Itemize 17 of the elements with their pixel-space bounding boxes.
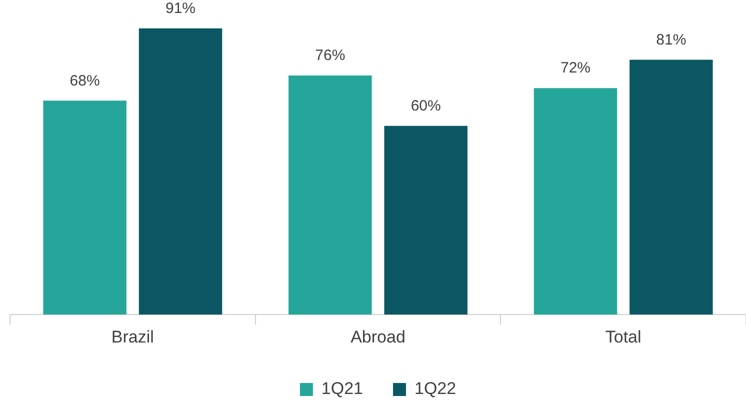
x-tick-label: Abroad — [350, 327, 406, 346]
x-tick-label: Brazil — [111, 327, 154, 346]
bar — [138, 28, 222, 315]
x-tick-label: Total — [605, 327, 642, 346]
data-label: 91% — [165, 0, 196, 17]
legend-label: 1Q22 — [414, 379, 456, 398]
data-label: 68% — [70, 72, 100, 90]
data-label: 60% — [410, 97, 441, 114]
bar — [630, 60, 713, 315]
bar — [384, 126, 468, 315]
bar — [43, 100, 126, 315]
bar — [288, 76, 372, 315]
bar — [534, 88, 618, 315]
data-label: 81% — [656, 31, 686, 48]
data-label: 76% — [315, 47, 346, 64]
legend-label: 1Q21 — [321, 379, 364, 398]
data-label: 72% — [560, 60, 591, 77]
